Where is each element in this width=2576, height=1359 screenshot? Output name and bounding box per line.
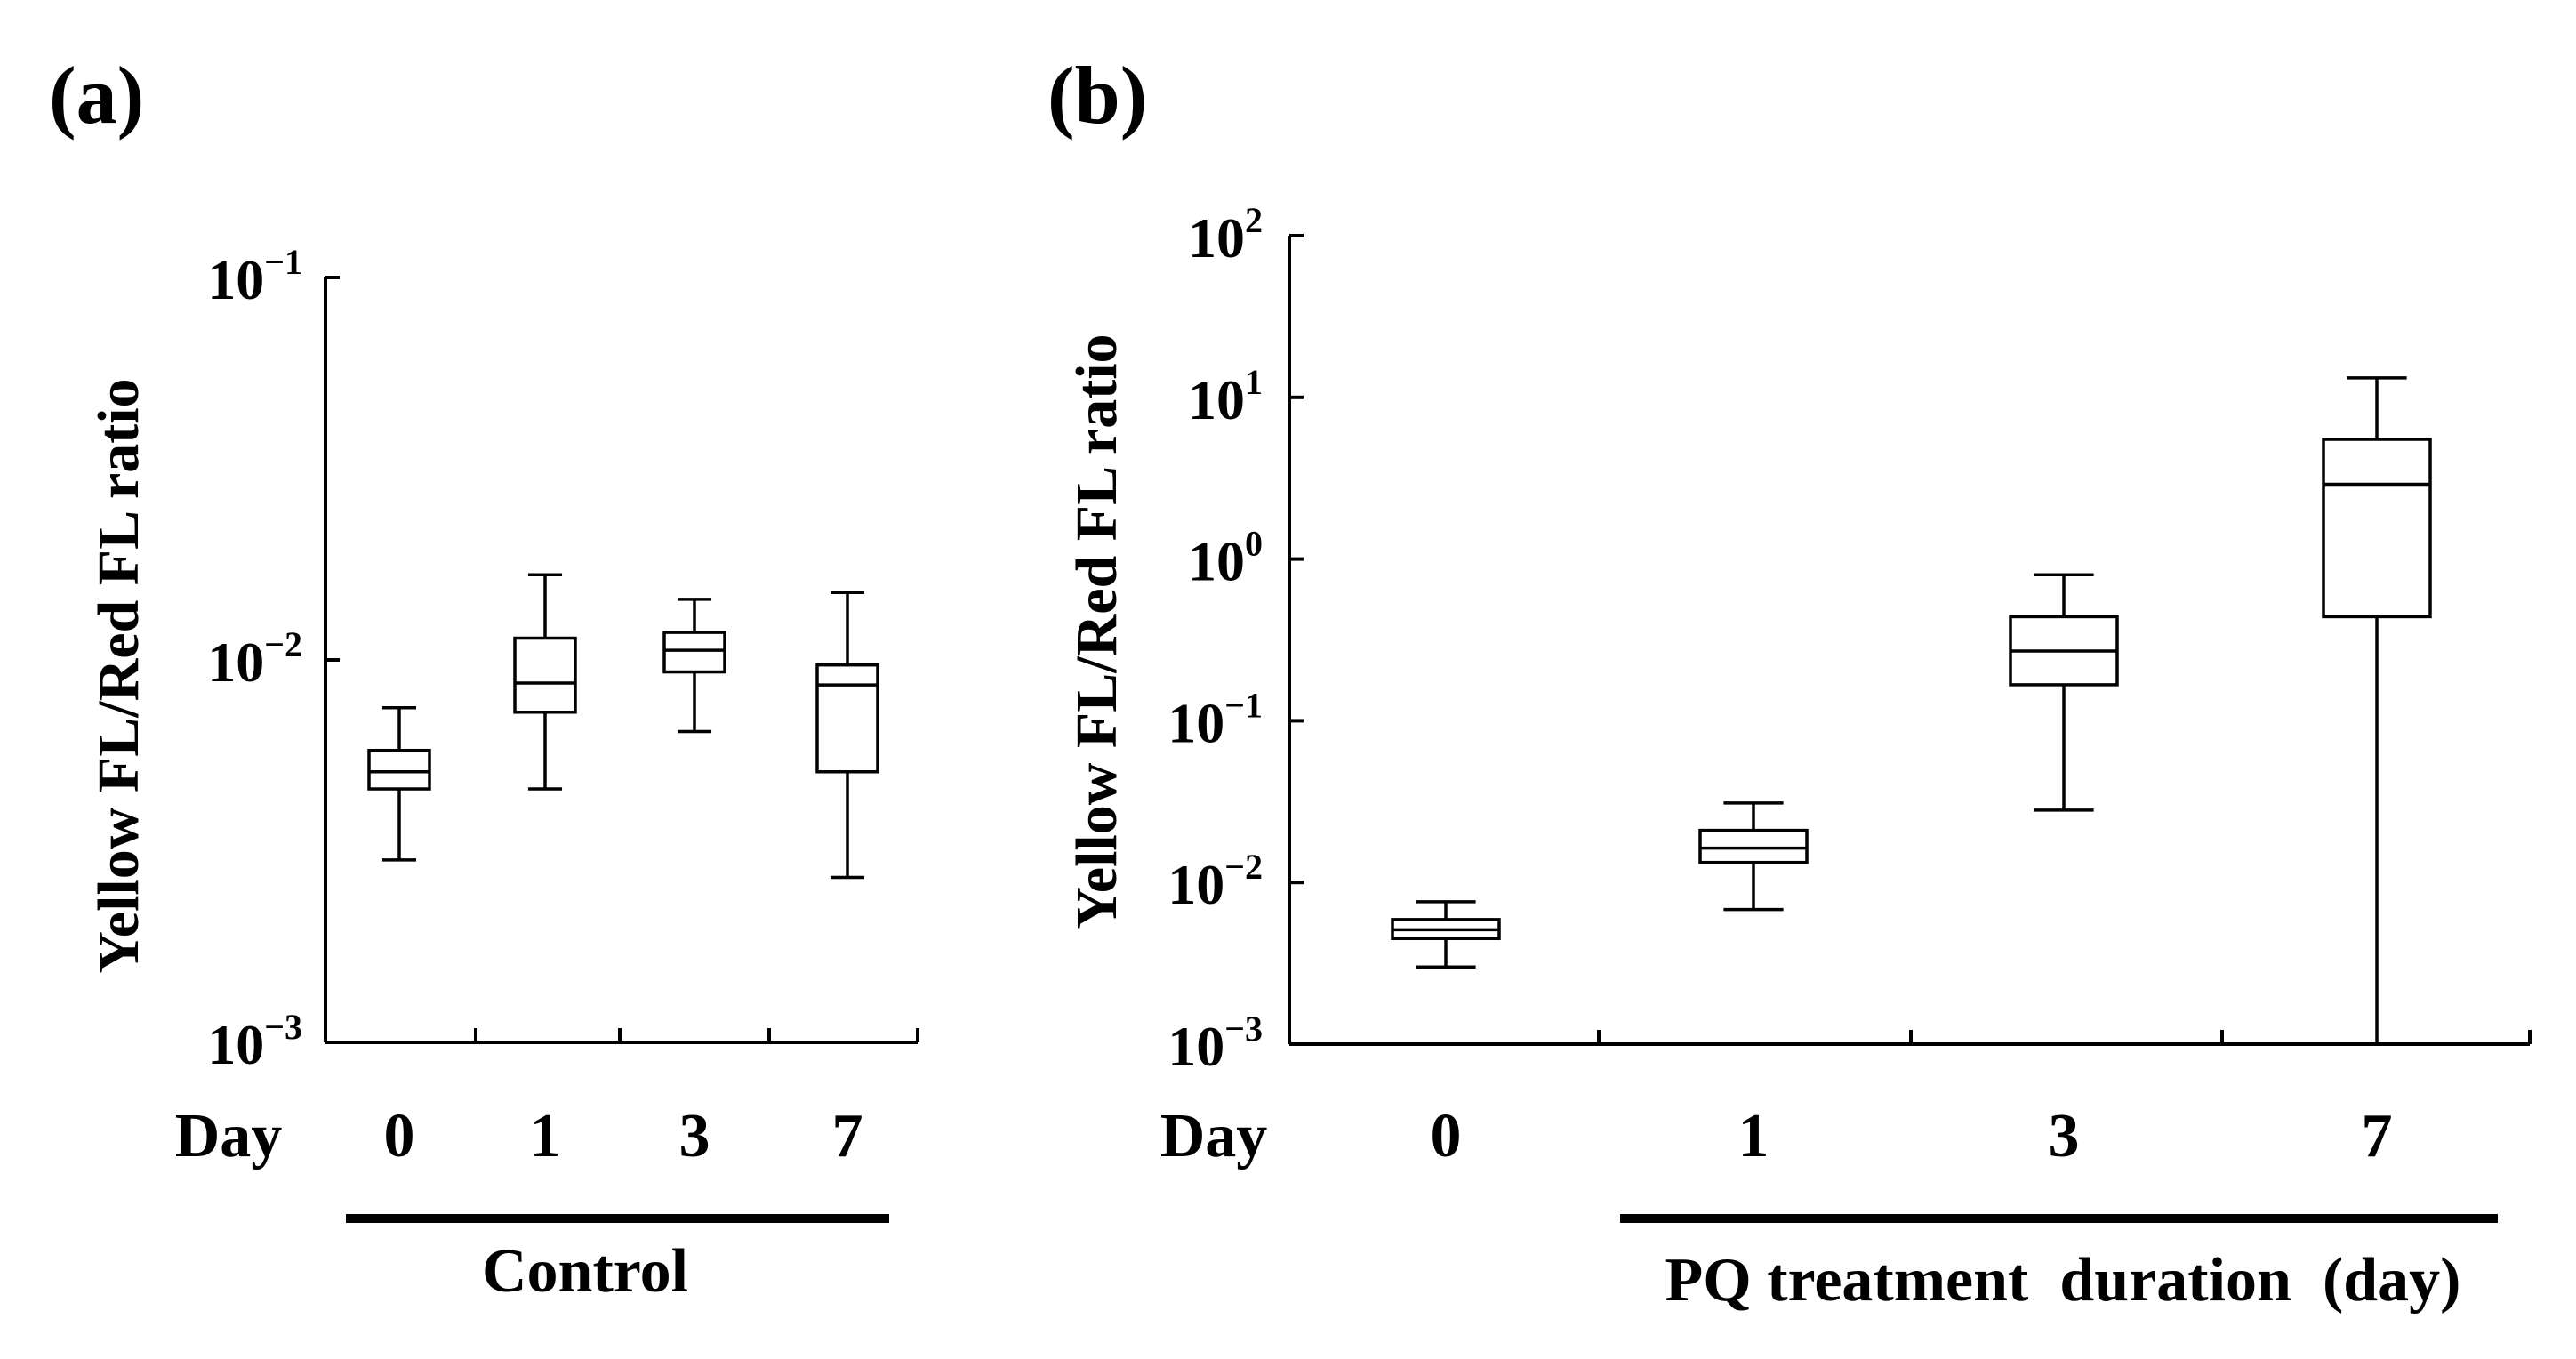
y-tick-label: 10−3 <box>1168 1009 1263 1078</box>
panel-a-day-label: Day <box>175 1102 283 1170</box>
x-category-label: 7 <box>832 1102 863 1170</box>
box-plot-day-1 <box>513 573 577 791</box>
y-tick-base: 10 <box>1168 691 1224 754</box>
x-category-label: 0 <box>1431 1102 1462 1170</box>
control-group-bar <box>346 1214 889 1223</box>
y-tick-label: 100 <box>1188 524 1263 593</box>
y-tick-label: 102 <box>1188 200 1263 269</box>
y-tick-label: 10−1 <box>1168 685 1263 754</box>
panel-a-label: (a) <box>49 50 144 141</box>
x-category-label: 1 <box>1738 1102 1769 1170</box>
panel-a-ylabel: Yellow FL/Red FL ratio <box>86 378 151 973</box>
y-tick-base: 10 <box>1188 206 1245 269</box>
iqr-box <box>513 636 577 714</box>
box-plot-day-0 <box>367 705 431 862</box>
y-tick-base: 10 <box>207 1013 264 1076</box>
y-tick-label: 10−2 <box>1168 847 1263 916</box>
box-plot-day-1 <box>1698 801 1809 912</box>
x-category-label: 3 <box>2049 1102 2080 1170</box>
y-tick-label: 10−3 <box>207 1007 302 1076</box>
y-tick-base: 10 <box>1168 853 1224 916</box>
control-group-label: Control <box>482 1237 688 1306</box>
y-tick-exponent: −3 <box>1224 1009 1263 1049</box>
y-tick-base: 10 <box>207 248 264 311</box>
panel-a: 10−110−210−30 1 3 7 <box>207 242 919 1170</box>
y-tick-exponent: −2 <box>1224 847 1263 887</box>
box-plot-day-3 <box>662 598 726 734</box>
panel-b-ylabel: Yellow FL/Red FL ratio <box>1064 334 1129 929</box>
y-tick-exponent: 1 <box>1245 362 1263 402</box>
iqr-box <box>1698 828 1809 864</box>
x-category-label: 0 <box>384 1102 415 1170</box>
panel-b-day-label: Day <box>1160 1102 1268 1170</box>
box-plot-day-7 <box>815 591 879 880</box>
iqr-box <box>662 631 726 674</box>
iqr-box <box>2322 438 2432 619</box>
y-tick-exponent: −3 <box>264 1007 302 1047</box>
y-tick-label: 10−2 <box>207 624 302 694</box>
y-tick-exponent: −2 <box>264 624 302 664</box>
x-category-label: 7 <box>2362 1102 2393 1170</box>
y-tick-base: 10 <box>1188 368 1245 431</box>
y-tick-exponent: −1 <box>1224 685 1263 725</box>
iqr-box <box>367 748 431 791</box>
x-category-label: 1 <box>530 1102 561 1170</box>
y-tick-label: 10−1 <box>207 242 302 311</box>
x-category-label: 3 <box>679 1102 710 1170</box>
y-tick-base: 10 <box>1168 1015 1224 1078</box>
y-tick-exponent: 0 <box>1245 524 1263 564</box>
y-tick-base: 10 <box>1188 530 1245 593</box>
pq-group-label: PQ treatment duration (day) <box>1665 1246 2461 1315</box>
y-tick-label: 101 <box>1188 362 1263 431</box>
y-tick-exponent: 2 <box>1245 200 1263 240</box>
box-plot-day-3 <box>2009 573 2119 812</box>
y-tick-base: 10 <box>207 631 264 694</box>
y-tick-exponent: −1 <box>264 242 302 282</box>
panel-b-label: (b) <box>1047 50 1147 141</box>
pq-group-bar <box>1620 1214 2498 1223</box>
box-plot-day-7 <box>2322 376 2432 1044</box>
box-plot-day-0 <box>1391 900 1501 969</box>
iqr-box <box>815 663 879 774</box>
